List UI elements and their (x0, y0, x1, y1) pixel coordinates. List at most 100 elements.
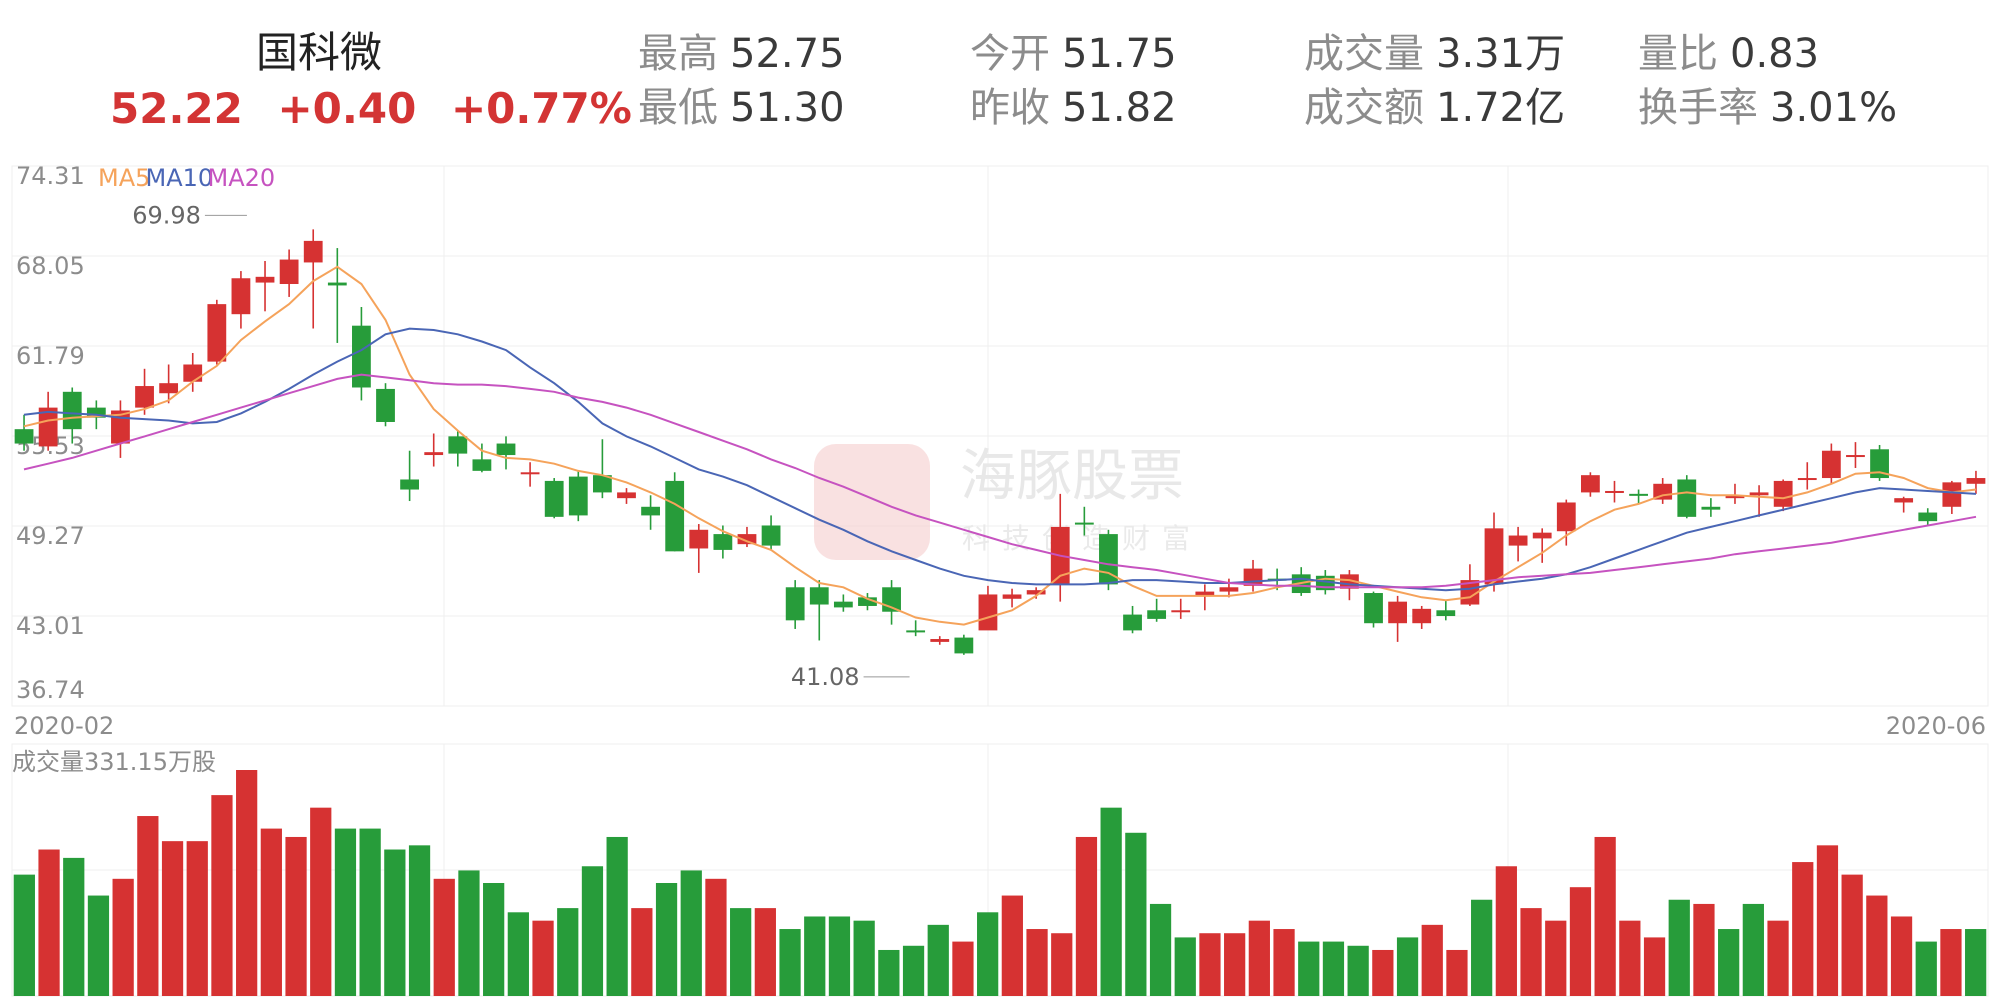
volume-bar (38, 849, 60, 996)
volume-bar (1125, 832, 1147, 996)
volume-bar (1915, 941, 1937, 996)
ma-line-ma5 (23, 265, 1977, 626)
candle-body (1002, 594, 1022, 599)
volume-bar (1619, 920, 1641, 996)
candle-body (568, 476, 588, 516)
stat-volume: 成交量 3.31万 (1304, 31, 1566, 77)
volume-bar (532, 920, 554, 996)
volume-bar (655, 883, 678, 996)
candle-body (400, 479, 420, 490)
candle-body (1123, 614, 1142, 631)
candle-body (1484, 528, 1504, 585)
volume-bar (1273, 929, 1295, 996)
volume-bar (1298, 941, 1320, 996)
volume-bar (1495, 866, 1517, 996)
candle-body (1412, 608, 1432, 624)
volume-bar (408, 845, 431, 996)
volume-bar (483, 883, 505, 996)
volume-bar (1248, 920, 1270, 996)
volume-bar (804, 916, 826, 996)
candle-body (352, 325, 371, 388)
candle-body (1773, 480, 1793, 507)
candle-body (641, 506, 660, 516)
candle-body (231, 278, 251, 315)
candle-body (1701, 506, 1721, 510)
candle-body (1580, 475, 1600, 493)
candle-body (1749, 492, 1769, 496)
x-axis-labels: 2020-02 2020-06 (14, 712, 1986, 740)
watermark-logo-icon (814, 444, 930, 560)
volume-bar (384, 849, 406, 996)
volume-bar (1149, 903, 1172, 996)
volume-bar (1001, 895, 1023, 996)
candle-body (713, 534, 733, 550)
volume-bar (581, 866, 604, 996)
volume-bar (236, 770, 258, 996)
candle-body (327, 282, 347, 286)
candle-body (135, 386, 154, 408)
candle-body (207, 304, 227, 362)
legend-ma20: MA20 (208, 164, 276, 192)
volume-bar (952, 941, 974, 996)
price-row: 52.22 +0.40 +0.77% (110, 88, 652, 130)
volume-bar (1742, 903, 1764, 996)
candle-body (1870, 449, 1889, 479)
volume-bar (927, 924, 949, 996)
stat-open: 今开 51.75 (970, 31, 1177, 77)
volume-bar (112, 878, 134, 996)
volume-bar (1446, 949, 1468, 996)
volume-bars: 成交量331.15万股 (12, 748, 1987, 996)
stock-name: 国科微 (256, 28, 383, 77)
candle-body (496, 443, 516, 456)
volume-bar (902, 945, 925, 996)
candle-body (448, 436, 468, 454)
volume-bar (458, 870, 480, 996)
volume-bar (87, 895, 110, 996)
volume-bar (1569, 887, 1592, 996)
volume-bar (631, 908, 653, 996)
volume-bar (1075, 836, 1098, 996)
volume-bar (828, 916, 851, 996)
candle-body (183, 364, 203, 382)
volume-bar (1594, 836, 1616, 996)
candle-body (376, 388, 395, 422)
volume-bar (1372, 949, 1394, 996)
volume-bar (1421, 924, 1443, 996)
candle-body (159, 383, 179, 394)
volume-bar (1100, 807, 1122, 996)
candle-body (1532, 532, 1552, 539)
last-price: 52.22 (110, 84, 243, 133)
min-price-label: 41.08 (791, 663, 860, 691)
candle-body (1436, 610, 1456, 617)
candle-body (809, 587, 829, 605)
volume-bar (1051, 933, 1073, 996)
volume-bar (1347, 945, 1369, 996)
volume-title: 成交量331.15万股 (12, 748, 216, 776)
y-tick-label: 49.27 (16, 522, 85, 550)
y-tick-label: 43.01 (16, 612, 85, 640)
volume-bar (507, 912, 529, 996)
watermark-subtitle: 科技创造财富 (962, 522, 1202, 555)
candle-body (954, 637, 974, 654)
price-change: +0.40 (277, 84, 417, 133)
candle-body (1966, 478, 1986, 484)
volume-bar (1940, 929, 1962, 996)
volume-bar (878, 949, 900, 996)
candles (14, 229, 1986, 655)
volume-bar (433, 878, 455, 996)
volume-bar (186, 841, 208, 996)
ma-lines (23, 265, 1977, 626)
legend-ma10: MA10 (146, 164, 214, 192)
volume-bar (705, 878, 727, 996)
volume-bar (1322, 941, 1345, 996)
y-tick-label: 61.79 (16, 342, 85, 370)
volume-bar (1396, 937, 1419, 996)
volume-bar (1471, 899, 1493, 996)
watermark-title: 海豚股票 (960, 444, 1184, 509)
candle-body (255, 276, 275, 283)
volume-bar (359, 828, 381, 996)
candle-body (1508, 535, 1528, 546)
candle-body (1797, 478, 1817, 481)
candle-body (1556, 502, 1576, 532)
candle-body (1894, 498, 1914, 503)
